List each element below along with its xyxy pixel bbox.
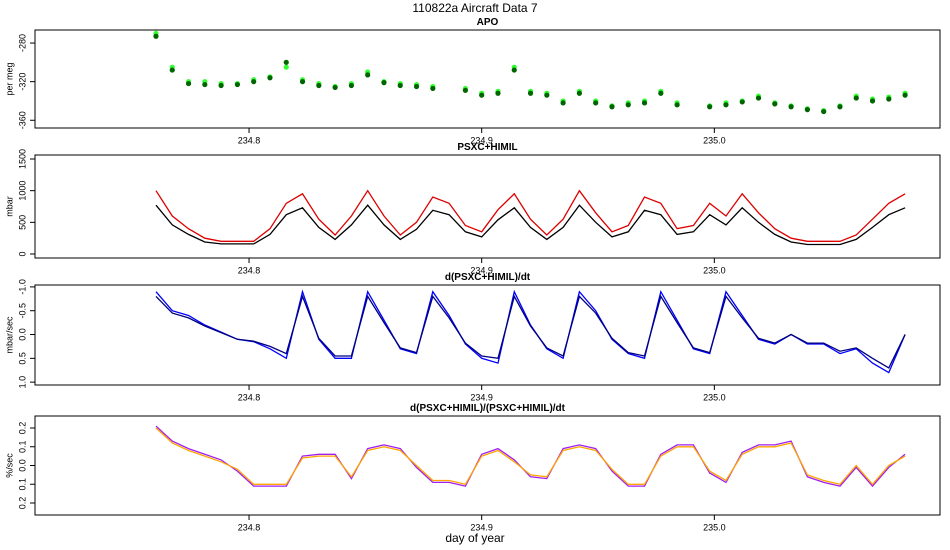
x-tick-label: 234.9 — [470, 135, 493, 145]
data-point — [495, 90, 501, 96]
y-tick-label: -280 — [17, 34, 27, 52]
y-tick-label: 500 — [17, 215, 27, 230]
x-tick-label: 234.8 — [238, 265, 261, 275]
x-tick-label: 235.0 — [703, 392, 726, 402]
y-tick-label: 1500 — [17, 149, 27, 169]
y-tick-label: 0.0 — [17, 459, 27, 472]
plot-frame — [34, 29, 941, 129]
y-tick-label: -0.5 — [17, 303, 27, 319]
data-point — [397, 82, 403, 89]
plot-frame — [34, 154, 941, 259]
y-axis-label: %/sec — [4, 453, 14, 478]
data-point — [283, 64, 289, 70]
data-point — [153, 33, 159, 39]
data-point — [267, 75, 273, 81]
data-line — [155, 204, 906, 246]
panel-title: d(PSXC+HIMIL)/dt — [445, 272, 531, 283]
data-point — [544, 92, 550, 98]
x-tick-label: 234.8 — [238, 392, 261, 402]
data-point — [772, 101, 778, 107]
data-point — [788, 104, 794, 110]
data-point — [674, 102, 680, 108]
data-point — [821, 108, 827, 115]
y-tick-label: 0.5 — [17, 352, 27, 365]
x-tick-label: 234.9 — [470, 265, 493, 275]
data-point — [202, 81, 208, 88]
data-point — [218, 82, 224, 89]
data-point — [462, 87, 468, 93]
data-point — [837, 104, 843, 110]
data-point — [886, 96, 892, 102]
data-line — [155, 294, 906, 369]
data-point — [560, 100, 566, 106]
x-tick-label: 234.9 — [470, 522, 493, 532]
data-point — [332, 84, 338, 91]
y-tick-label: 0.2 — [17, 497, 27, 510]
data-point — [739, 99, 745, 105]
data-point — [348, 82, 355, 89]
data-point — [641, 100, 648, 106]
data-point — [707, 104, 713, 110]
panel-title: PSXC+HIMIL — [457, 142, 517, 153]
y-tick-label: -320 — [17, 73, 27, 91]
data-point — [609, 104, 615, 110]
x-tick-label: 235.0 — [703, 522, 726, 532]
data-point — [804, 107, 810, 113]
x-tick-label: 234.9 — [470, 392, 493, 402]
y-tick-label: 0.1 — [17, 440, 27, 453]
data-point — [755, 95, 762, 101]
data-point — [413, 83, 420, 90]
plot-frame — [34, 284, 941, 386]
data-point — [853, 95, 859, 101]
x-axis-label: day of year — [445, 531, 504, 545]
data-point — [381, 80, 387, 86]
y-tick-label: 1.0 — [17, 376, 27, 389]
data-line — [155, 427, 906, 486]
data-line — [155, 289, 906, 374]
data-point — [430, 85, 436, 92]
x-tick-label: 234.8 — [238, 522, 261, 532]
y-axis-label: per meg — [4, 62, 14, 95]
x-tick-label: 235.0 — [703, 265, 726, 275]
y-tick-label: -1.0 — [17, 279, 27, 295]
data-point — [185, 80, 192, 87]
data-line — [155, 425, 906, 488]
data-point — [593, 100, 599, 106]
data-point — [658, 90, 664, 96]
data-point — [527, 90, 534, 96]
panel-title: d(PSXC+HIMIL)/(PSXC+HIMIL)/dt — [410, 403, 566, 414]
figure-title: 110822a Aircraft Data 7 — [412, 1, 538, 15]
plot-frame — [34, 415, 941, 516]
data-point — [511, 67, 517, 73]
panel-title: APO — [477, 17, 499, 28]
data-point — [869, 98, 876, 104]
data-point — [169, 67, 175, 73]
data-point — [365, 72, 371, 78]
y-axis-label: mbar/sec — [4, 316, 14, 354]
data-point — [316, 82, 322, 89]
data-point — [625, 102, 631, 108]
data-point — [902, 92, 908, 98]
data-point — [283, 59, 289, 65]
y-tick-label: 0.2 — [17, 422, 27, 435]
data-point — [251, 79, 257, 85]
x-tick-label: 235.0 — [703, 135, 726, 145]
data-point — [576, 90, 582, 96]
data-point — [299, 79, 306, 85]
x-tick-label: 234.8 — [238, 135, 261, 145]
y-tick-label: 1000 — [17, 181, 27, 201]
y-tick-label: 0.0 — [17, 328, 27, 341]
data-point — [723, 102, 729, 108]
y-tick-label: -360 — [17, 111, 27, 129]
y-axis-label: mbar — [4, 196, 14, 217]
data-point — [234, 81, 241, 88]
data-point — [479, 92, 485, 98]
data-line — [155, 189, 906, 242]
y-tick-label: 0 — [17, 252, 27, 257]
y-tick-label: 0.1 — [17, 478, 27, 491]
